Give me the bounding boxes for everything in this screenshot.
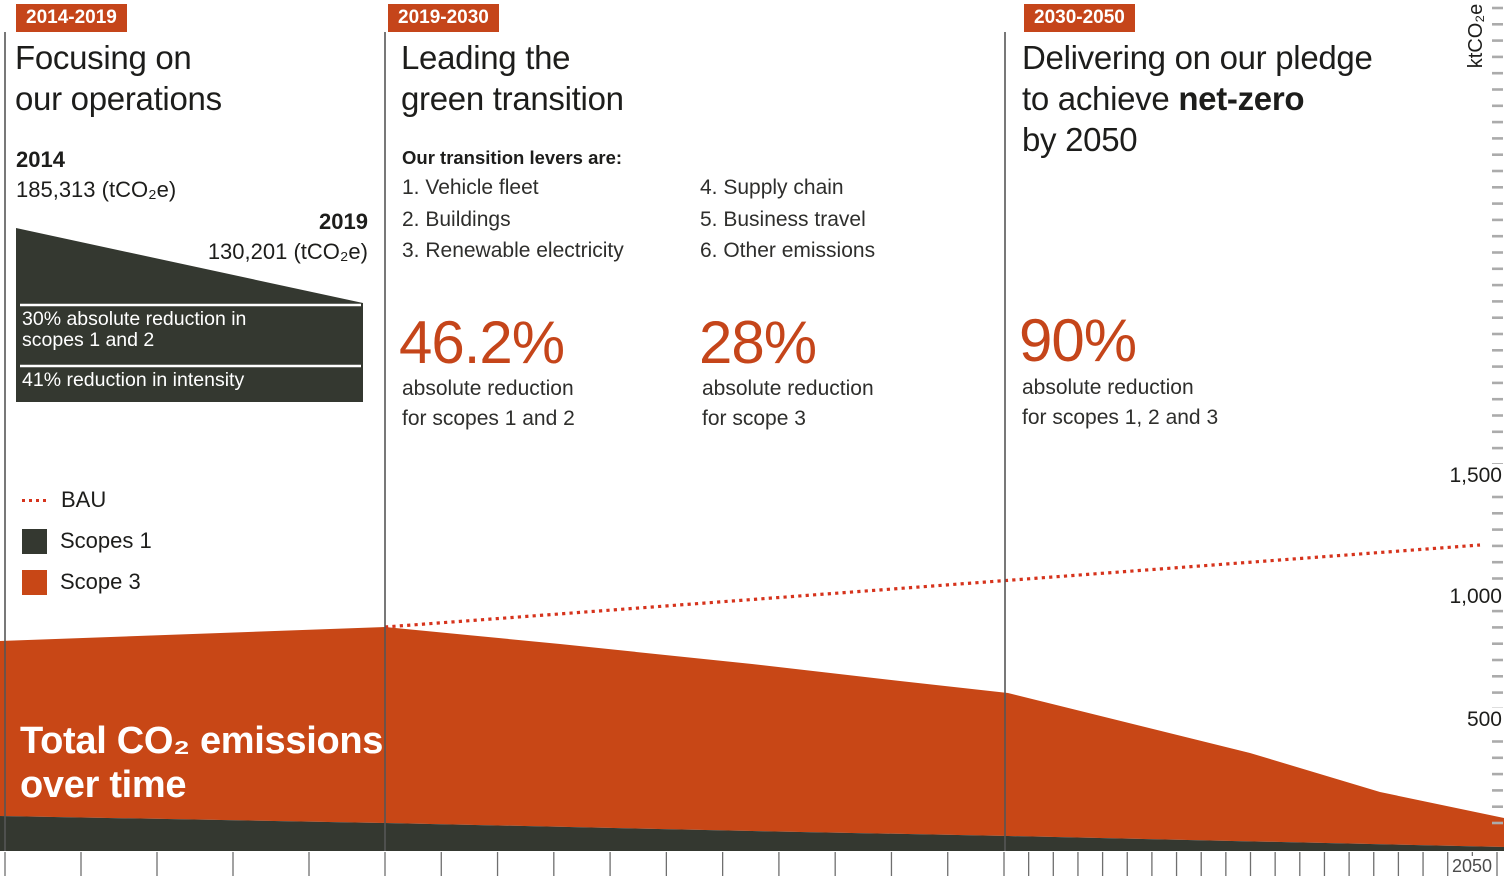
- start-year-emissions: 185,313 (tCO₂e): [16, 177, 177, 202]
- net-zero-emphasis: net-zero: [1178, 80, 1305, 117]
- panel3-title-line2: to achieve net-zero: [1022, 78, 1373, 119]
- stat-scopes12-reduction-text-line1: absolute reduction: [402, 377, 574, 400]
- legend-scopes1-label: Scopes 1: [60, 528, 152, 553]
- transition-levers-column2: 4. Supply chain 5. Business travel 6. Ot…: [700, 172, 875, 267]
- panel1-title: Focusing on our operations: [15, 37, 222, 119]
- stat-scope3-reduction-value: 28%: [699, 309, 817, 376]
- badge-2030-2050: 2030-2050: [1024, 4, 1135, 32]
- transition-levers-heading: Our transition levers are:: [402, 147, 623, 168]
- wedge-stat-scopes12-line1: 30% absolute reduction in: [22, 308, 247, 330]
- lever-other-emissions: 6. Other emissions: [700, 239, 876, 262]
- wedge-stat-intensity: 41% reduction in intensity: [22, 369, 245, 391]
- stat-scopes12-reduction-text-line2: for scopes 1 and 2: [402, 407, 575, 430]
- legend-item-scope3: Scope 3: [22, 568, 141, 596]
- y-axis-tick-1000: 1,000: [1443, 585, 1504, 609]
- stat-scopes12-reduction-value: 46.2%: [399, 309, 565, 376]
- legend-item-bau: BAU: [22, 486, 106, 514]
- panel1-title-line1: Focusing on: [15, 39, 192, 76]
- lever-vehicle-fleet: 1. Vehicle fleet: [402, 176, 539, 199]
- legend-item-scopes1: Scopes 1: [22, 527, 152, 555]
- lever-buildings: 2. Buildings: [402, 207, 511, 231]
- scopes1-color-swatch: [22, 528, 47, 554]
- panel2-title-line2: green transition: [401, 80, 624, 117]
- badge-2014-2019: 2014-2019: [16, 4, 127, 32]
- panel1-title-line2: our operations: [15, 80, 222, 117]
- panel2-title: Leading the green transition: [401, 37, 624, 119]
- stat-netzero-reduction-text-line1: absolute reduction: [1022, 376, 1194, 399]
- stat-netzero-reduction-value: 90%: [1019, 307, 1137, 374]
- lever-business-travel: 5. Business travel: [700, 207, 866, 231]
- lever-renewable-electricity: 3. Renewable electricity: [402, 239, 624, 262]
- legend-scope3-label: Scope 3: [60, 569, 141, 594]
- panel3-title: Delivering on our pledge to achieve net-…: [1022, 37, 1373, 160]
- chart-title-line2: over time: [20, 764, 187, 806]
- end-year-emissions: 130,201 (tCO₂e): [207, 239, 368, 264]
- chart-title-line1: Total CO₂ emissions: [20, 720, 384, 762]
- bau-dotted-line-swatch: [22, 498, 48, 502]
- stat-scope3-reduction-text-line1: absolute reduction: [702, 377, 874, 400]
- scope3-color-swatch: [22, 569, 47, 595]
- panel3-title-line3: by 2050: [1022, 121, 1138, 158]
- x-axis-label-2050: 2050: [1449, 856, 1496, 877]
- transition-levers-column1: 1. Vehicle fleet 2. Buildings 3. Renewab…: [402, 172, 624, 267]
- wedge-stat-scopes12-line2: scopes 1 and 2: [22, 329, 155, 351]
- stat-scope3-reduction-text-line2: for scope 3: [702, 407, 806, 430]
- start-year-label: 2014: [16, 147, 65, 172]
- lever-supply-chain: 4. Supply chain: [700, 176, 844, 199]
- panel2-title-line1: Leading the: [401, 39, 571, 76]
- legend-bau-label: BAU: [61, 487, 107, 512]
- y-axis-tick-1500: 1,500: [1443, 464, 1504, 488]
- y-axis-tick-500: 500: [1460, 708, 1504, 732]
- stat-netzero-reduction-text-line2: for scopes 1, 2 and 3: [1022, 406, 1219, 429]
- end-year-label: 2019: [319, 209, 368, 234]
- panel3-title-line1: Delivering on our pledge: [1022, 39, 1373, 76]
- badge-2019-2030: 2019-2030: [388, 4, 499, 32]
- panel3-title-line2-prefix: to achieve: [1022, 80, 1179, 117]
- y-axis-unit-label: ktCO₂e: [1465, 3, 1487, 69]
